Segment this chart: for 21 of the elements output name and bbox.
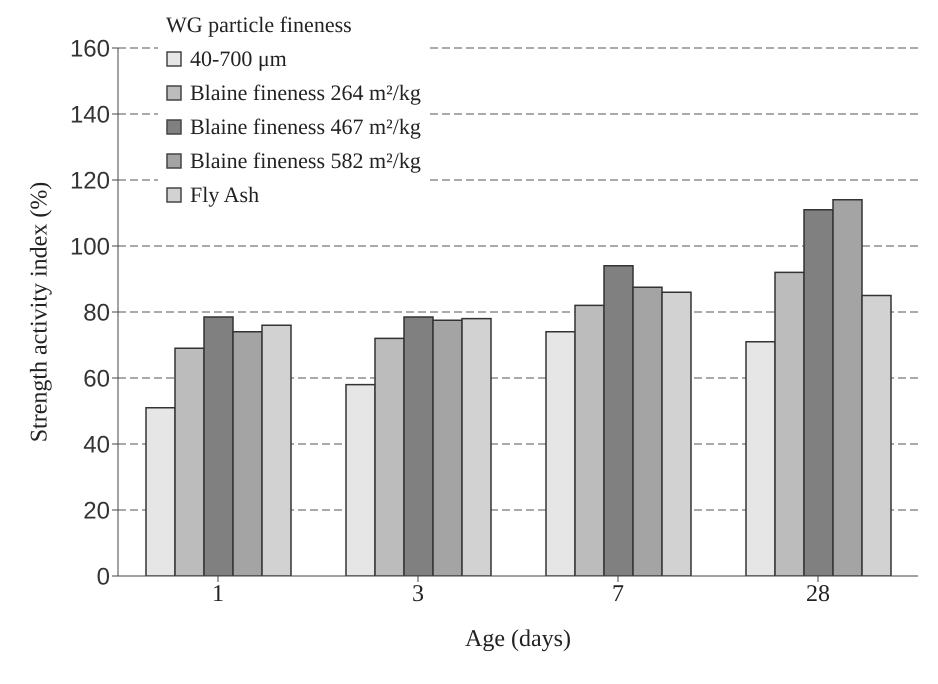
y-tick-label: 20: [83, 498, 110, 525]
x-tick-label: 7: [612, 581, 624, 608]
y-tick-label: 80: [83, 300, 110, 327]
legend-label: Blaine fineness 264 m²/kg: [190, 79, 421, 107]
y-tick-label: 140: [70, 102, 110, 129]
legend-label: 40-700 μm: [190, 45, 287, 73]
legend-label: Fly Ash: [190, 181, 260, 209]
y-tick-label: 40: [83, 432, 110, 459]
legend-title: WG particle fineness: [166, 11, 353, 39]
y-axis-title: Strength activity index (%): [26, 182, 53, 442]
x-tick-label: 3: [412, 581, 424, 608]
y-tick-label: 160: [70, 36, 110, 63]
y-tick-label: 0: [96, 564, 110, 591]
legend-label: Blaine fineness 582 m²/kg: [190, 147, 421, 175]
x-axis-title: Age (days): [465, 626, 571, 652]
x-tick-label: 1: [212, 581, 224, 608]
y-tick-label: 60: [83, 366, 110, 393]
y-tick-label: 100: [70, 234, 110, 261]
y-tick-label: 120: [70, 168, 110, 195]
legend-label: Blaine fineness 467 m²/kg: [190, 113, 421, 141]
x-tick-label: 28: [806, 581, 830, 608]
